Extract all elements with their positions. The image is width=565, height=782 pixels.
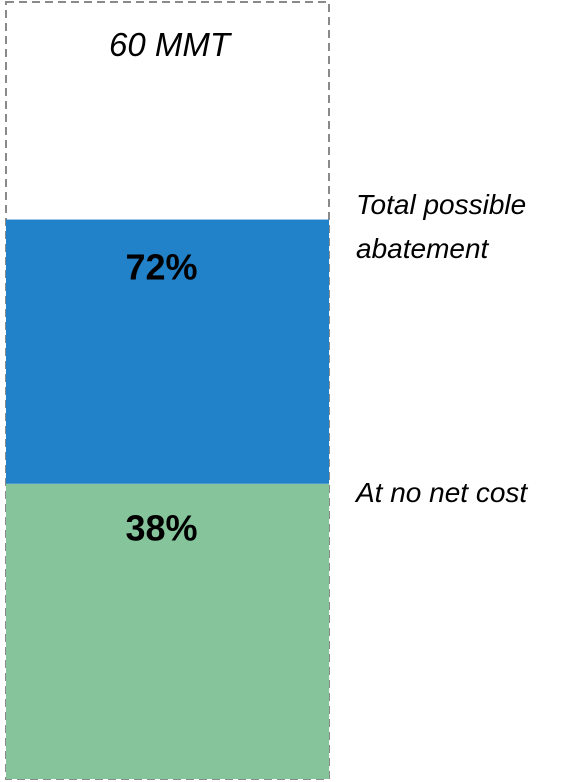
segment-label-38: 38%: [125, 508, 197, 549]
annotation-total-possible-line-2: abatement: [356, 233, 490, 264]
annotation-total-possible: Total possible abatement: [356, 189, 534, 264]
total-label: 60 MMT: [109, 26, 233, 63]
bar-segment-total-possible: [6, 219, 329, 484]
annotation-total-possible-line-1: Total possible: [356, 189, 526, 220]
annotation-no-net-cost: At no net cost: [354, 477, 528, 508]
bar-segment-no-net-cost: [6, 483, 329, 779]
segment-label-72: 72%: [125, 247, 197, 288]
